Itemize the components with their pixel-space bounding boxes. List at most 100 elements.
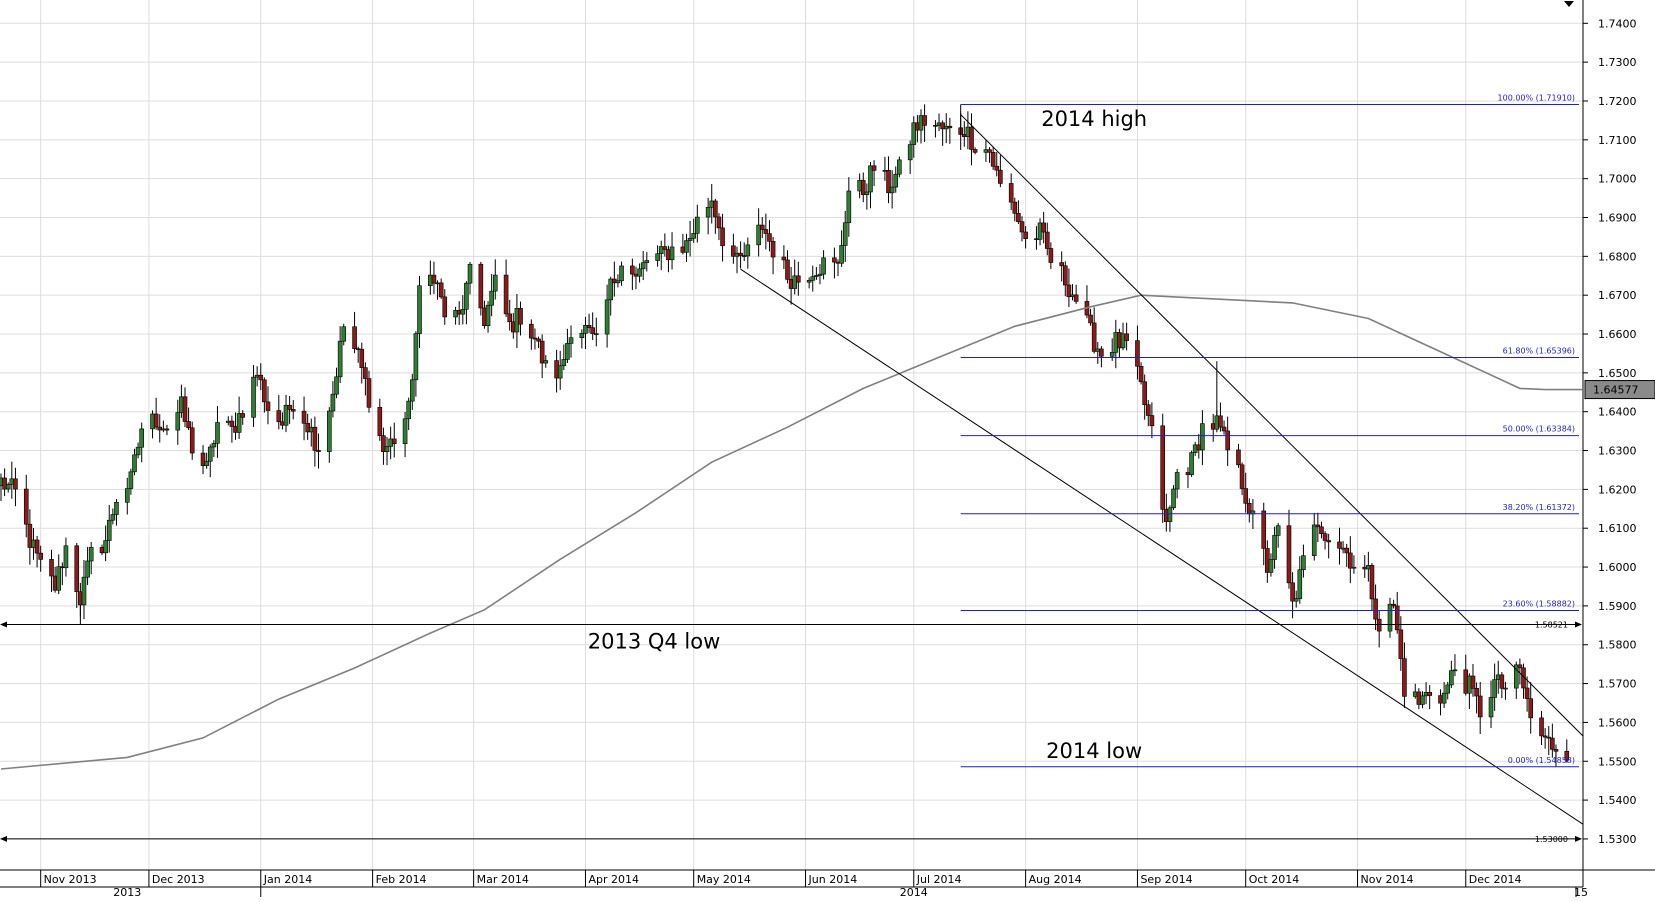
chart-annotation: 2014 low (1046, 739, 1142, 763)
y-tick-label: 1.6600 (1598, 328, 1637, 341)
candle-body (1174, 472, 1180, 490)
candle-body (1044, 231, 1050, 249)
candle-body (1236, 449, 1241, 466)
y-tick-label: 1.6200 (1598, 483, 1637, 496)
candle-body (1041, 222, 1046, 233)
candle-body (770, 241, 776, 258)
candle-body (153, 413, 159, 428)
level-arrow-left (0, 621, 7, 628)
candle-body (969, 126, 974, 150)
candle-body (745, 244, 751, 257)
candle-body (1016, 213, 1021, 222)
candle-body (1369, 565, 1375, 600)
level-arrow-left (0, 835, 7, 842)
candle-body (492, 274, 498, 292)
candle-body (871, 165, 877, 171)
y-tick-label: 1.5400 (1598, 794, 1637, 807)
x-tick-label: Jun 2014 (808, 873, 858, 886)
last-price-label: 1.64577 (1593, 384, 1639, 397)
candle-body (810, 276, 816, 281)
candle-body (864, 191, 870, 195)
y-tick-label: 1.5700 (1598, 678, 1637, 691)
candle-body (1427, 692, 1432, 696)
candle-body (539, 340, 545, 364)
candle-body (34, 539, 40, 554)
candle-body (1452, 669, 1458, 672)
candle-body (842, 222, 848, 246)
y-axis-ticks: 1.7400 1.7300 1.7200 1.7100 1.7000 1.6900 1.68… (1583, 17, 1637, 846)
candle-body (1138, 365, 1144, 383)
candle-body (363, 367, 368, 379)
candle-body (756, 224, 761, 246)
candle-body (1503, 687, 1508, 690)
candle-body (251, 376, 256, 418)
y-tick-label: 1.7300 (1598, 56, 1637, 69)
candle-body (565, 343, 570, 360)
candle-body (1167, 507, 1173, 522)
candle-body (1398, 629, 1404, 659)
x-tick-label: Jul 2014 (916, 873, 962, 886)
candle-body (897, 159, 902, 175)
candle-body (1293, 598, 1299, 602)
candle-body (911, 122, 917, 145)
fibonacci-level-label: 100.00% (1.71910) (1498, 93, 1575, 102)
candle-body (330, 393, 336, 412)
candle-body (1189, 452, 1194, 476)
candle-body (478, 263, 484, 309)
candle-body (972, 149, 978, 153)
candle-body (1124, 333, 1129, 341)
candle-body (1091, 322, 1097, 352)
candle-body (759, 224, 765, 230)
candlesticks (0, 104, 1570, 767)
candle-body (1351, 566, 1357, 569)
candle-body (695, 216, 700, 234)
candle-body (1023, 231, 1028, 239)
candle-body (1553, 749, 1559, 752)
candle-body (114, 501, 119, 515)
fibonacci-level-label: 38.20% (1.61372) (1503, 503, 1575, 512)
candle-body (990, 152, 996, 167)
candle-body (1477, 695, 1483, 718)
y-tick-label: 1.6700 (1598, 289, 1637, 302)
candle-body (316, 450, 321, 452)
candle-body (1373, 598, 1378, 620)
candle-body (1315, 524, 1321, 528)
candle-body (1048, 248, 1054, 263)
candle-body (817, 273, 823, 276)
x-tick-label: Oct 2014 (1249, 873, 1300, 886)
candle-body (1528, 698, 1534, 719)
candle-body (391, 438, 397, 445)
candle-body (1088, 314, 1093, 324)
candle-body (262, 379, 267, 403)
candle-body (767, 233, 772, 242)
candle-body (1301, 555, 1306, 571)
candle-body (2, 477, 7, 490)
candle-body (352, 326, 357, 349)
candle-body (922, 115, 927, 126)
candle-body (644, 260, 650, 263)
candle-body (796, 275, 801, 283)
candle-body (467, 263, 473, 284)
candle-body (23, 488, 29, 525)
trend-line (740, 268, 1584, 825)
horizontal-level-label: 1.58521 (1535, 620, 1568, 629)
candle-body (1268, 559, 1274, 573)
candle-body (593, 333, 599, 335)
candle-body (1275, 525, 1281, 536)
candle-body (124, 488, 130, 503)
candle-body (814, 275, 819, 277)
candle-body (1286, 525, 1292, 584)
candle-body (1099, 348, 1104, 357)
candle-body (258, 374, 264, 381)
candle-body (460, 309, 466, 315)
candle-body (301, 410, 307, 424)
candle-body (1449, 670, 1454, 686)
x-tick-label: Feb 2014 (376, 873, 427, 886)
candle-body (200, 452, 206, 466)
candle-body (691, 233, 696, 239)
candle-body (590, 327, 595, 334)
candle-body (1290, 582, 1295, 602)
candle-body (529, 323, 534, 339)
x-tick-label: Sep 2014 (1140, 873, 1192, 886)
